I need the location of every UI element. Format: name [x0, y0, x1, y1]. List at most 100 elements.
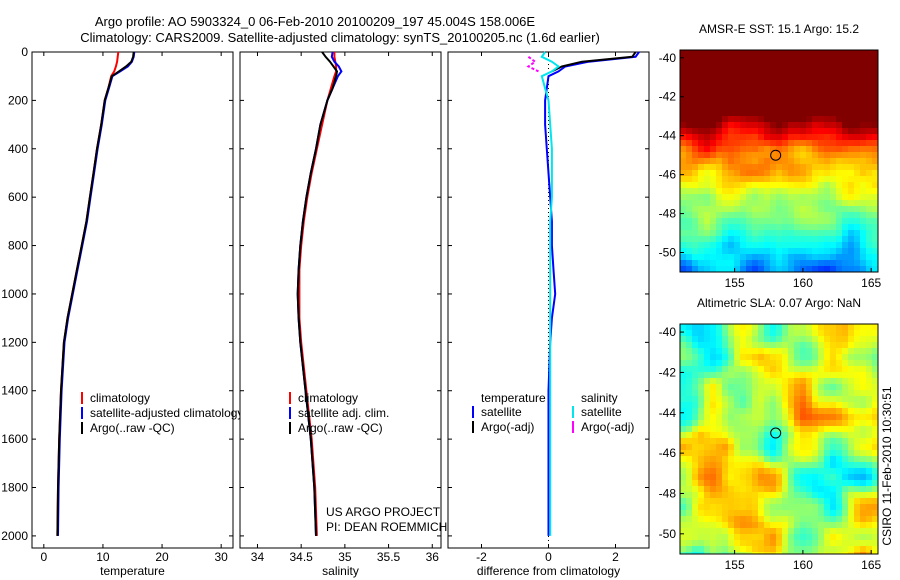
heatmap-cell	[698, 402, 705, 409]
heatmap-cell	[854, 260, 861, 267]
heatmap-cell	[872, 122, 879, 129]
heatmap-cell	[782, 140, 789, 147]
annotation-text: US ARGO PROJECT	[326, 505, 441, 519]
heatmap-cell	[812, 534, 819, 541]
heatmap-cell	[752, 134, 759, 141]
heatmap-cell	[842, 486, 849, 493]
heatmap-cell	[758, 110, 765, 117]
heatmap-cell	[872, 426, 879, 433]
heatmap-cell	[758, 492, 765, 499]
heatmap-cell	[788, 92, 795, 99]
heatmap-cell	[716, 92, 723, 99]
heatmap-cell	[818, 516, 825, 523]
heatmap-cell	[764, 194, 771, 201]
heatmap-cell	[680, 534, 687, 541]
heatmap-cell	[734, 438, 741, 445]
heatmap-cell	[818, 462, 825, 469]
heatmap-cell	[866, 134, 873, 141]
heatmap-cell	[788, 516, 795, 523]
heatmap-cell	[746, 366, 753, 373]
heatmap-cell	[746, 408, 753, 415]
y-tick-label: 800	[8, 239, 28, 253]
heatmap-cell	[800, 480, 807, 487]
heatmap-cell	[872, 128, 879, 135]
heatmap-cell	[692, 450, 699, 457]
map-title: AMSR-E SST: 15.1 Argo: 15.2	[699, 22, 859, 36]
heatmap-cell	[704, 230, 711, 237]
series-line-argo-raw-qc-	[296, 51, 339, 536]
heatmap-cell	[824, 50, 831, 57]
heatmap-cell	[746, 206, 753, 213]
heatmap-cell	[752, 236, 759, 243]
heatmap-cell	[836, 510, 843, 517]
heatmap-cell	[860, 86, 867, 93]
heatmap-cell	[812, 510, 819, 517]
heatmap-cell	[752, 504, 759, 511]
heatmap-cell	[788, 522, 795, 529]
heatmap-cell	[800, 206, 807, 213]
heatmap-cell	[716, 188, 723, 195]
heatmap-cell	[686, 414, 693, 421]
heatmap-cell	[824, 390, 831, 397]
heatmap-cell	[752, 104, 759, 111]
heatmap-cell	[842, 354, 849, 361]
heatmap-cell	[782, 324, 789, 331]
heatmap-cell	[818, 498, 825, 505]
heatmap-cell	[842, 342, 849, 349]
heatmap-cell	[734, 342, 741, 349]
heatmap-cell	[710, 480, 717, 487]
heatmap-cell	[824, 236, 831, 243]
heatmap-cell	[830, 336, 837, 343]
heatmap-cell	[776, 438, 783, 445]
heatmap-cell	[710, 516, 717, 523]
heatmap-cell	[740, 104, 747, 111]
heatmap-cell	[830, 50, 837, 57]
heatmap-cell	[758, 354, 765, 361]
heatmap-cell	[710, 230, 717, 237]
heatmap-cell	[806, 324, 813, 331]
heatmap-cell	[716, 62, 723, 69]
y-tick-label: -40	[659, 51, 677, 65]
heatmap-cell	[746, 540, 753, 547]
heatmap-cell	[848, 438, 855, 445]
heatmap-cell	[698, 68, 705, 75]
heatmap-cell	[812, 104, 819, 111]
heatmap-cell	[806, 546, 813, 553]
heatmap-cell	[728, 254, 735, 261]
heatmap-cell	[752, 438, 759, 445]
heatmap-cell	[698, 444, 705, 451]
heatmap-cell	[824, 188, 831, 195]
heatmap-cell	[788, 540, 795, 547]
heatmap-cell	[830, 188, 837, 195]
heatmap-cell	[722, 86, 729, 93]
heatmap-cell	[872, 254, 879, 261]
heatmap-cell	[704, 236, 711, 243]
heatmap-cell	[722, 128, 729, 135]
heatmap-cell	[812, 200, 819, 207]
heatmap-cell	[728, 206, 735, 213]
heatmap-cell	[764, 366, 771, 373]
heatmap-cell	[806, 348, 813, 355]
heatmap-cell	[812, 336, 819, 343]
heatmap-cell	[854, 248, 861, 255]
heatmap-cell	[752, 68, 759, 75]
heatmap-cell	[842, 110, 849, 117]
heatmap-cell	[812, 50, 819, 57]
heatmap-cell	[788, 408, 795, 415]
heatmap-cell	[800, 468, 807, 475]
heatmap-cell	[836, 56, 843, 63]
heatmap-cell	[722, 408, 729, 415]
heatmap-cell	[848, 510, 855, 517]
heatmap-cell	[806, 62, 813, 69]
heatmap-cell	[782, 218, 789, 225]
heatmap-cell	[770, 260, 777, 267]
heatmap-cell	[728, 342, 735, 349]
heatmap-cell	[728, 176, 735, 183]
heatmap-cell	[824, 426, 831, 433]
heatmap-cell	[836, 408, 843, 415]
series-line-temperature-argo-adj-	[551, 51, 637, 73]
heatmap-cell	[758, 128, 765, 135]
heatmap-cell	[872, 516, 879, 523]
heatmap-cell	[830, 218, 837, 225]
